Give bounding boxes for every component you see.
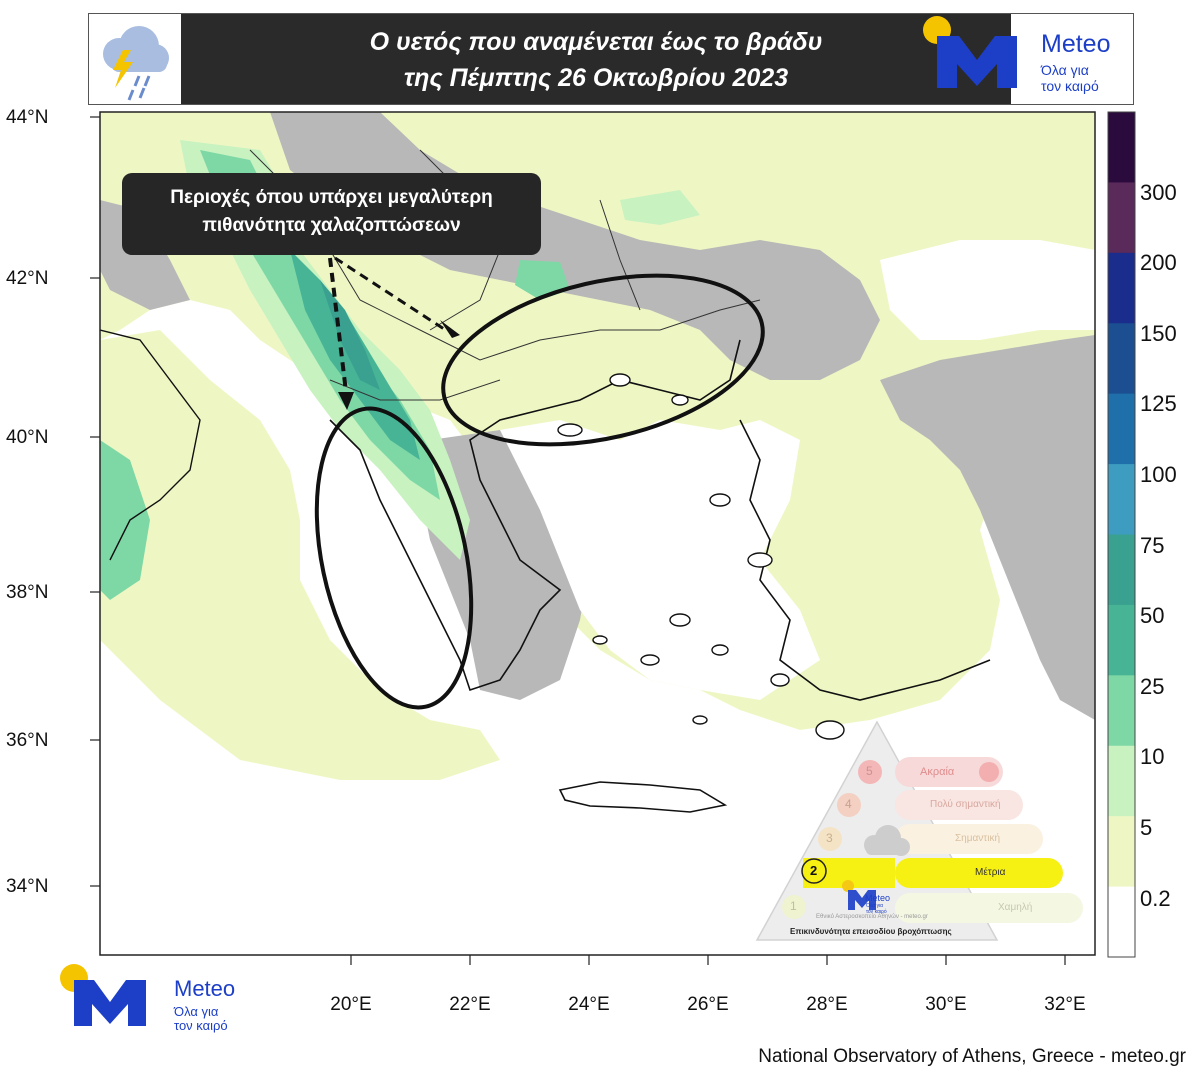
logo-tagline-top-1: Όλα για [1041,62,1089,78]
sea-light-rain [100,330,500,780]
title-line-2: της Πέμπτης 26 Οκτωβρίου 2023 [403,64,789,92]
risk-logo-tagline-1: Όλα για [866,903,884,909]
lon-label-20: 20°E [330,994,372,1015]
thunderstorm-rain-icon [89,14,181,104]
colorbar [1107,111,1136,958]
lon-label-24: 24°E [568,994,610,1015]
risk-level-1-bar [895,893,1083,923]
lat-label-38: 38°N [6,582,49,603]
risk-level-2-bar [895,858,1063,888]
risk-label-3: Σημαντική [955,833,1001,844]
credit-text: National Observatory of Athens, Greece -… [758,1046,1186,1067]
colorbar-label-75: 75 [1140,533,1165,558]
colorbar-swatch-5 [1108,464,1135,535]
colorbar-swatch-3 [1108,323,1135,395]
colorbar-label-200: 200 [1140,250,1177,275]
colorbar-swatch-4 [1108,393,1135,465]
lon-label-28: 28°E [806,994,848,1015]
colorbar-label-5: 5 [1140,815,1153,840]
coastline-italy [100,329,201,561]
colorbar-swatch-9 [1108,745,1135,817]
lat-label-42: 42°N [6,268,49,289]
title-line-1: Ο υετός που αναμένεται έως το βράδυ [369,28,823,56]
risk-caption: Επικινδυνότητα επεισοδίου βροχόπτωσης [790,927,952,936]
rain-spot-north [620,190,700,225]
black-sea [880,240,1095,340]
lat-label-44: 44°N [6,107,49,128]
hail-callout-box: Περιοχές όπου υπάρχει μεγαλύτερη πιθανότ… [122,173,541,255]
risk-level-3-bar [895,824,1043,854]
risk-logo-tagline-2: τον καιρό [866,909,887,915]
callout-arrows [328,256,460,410]
logo-tagline-bottom-1: Όλα για [174,1004,219,1019]
colorbar-swatch-2 [1108,252,1135,324]
risk-label-1: Χαμηλή [998,902,1033,913]
header-banner: Ο υετός που αναμένεται έως το βράδυ της … [88,13,1134,105]
coastline-turkey [739,419,991,701]
risk-num-4: 4 [845,797,852,811]
risk-num-5: 5 [866,764,873,778]
lat-label-40: 40°N [6,427,49,448]
logo-name-top: Meteo [1041,30,1111,58]
lon-label-32: 32°E [1044,994,1086,1015]
risk-label-4: Πολύ σημαντική [930,799,1001,810]
colorbar-label-150: 150 [1140,321,1177,346]
header-title: Ο υετός που αναμένεται έως το βράδυ της … [181,14,1011,104]
lon-label-26: 26°E [687,994,729,1015]
hail-area-west-ellipse [314,406,474,710]
warning-icon [979,762,999,782]
meteo-logo-bottom: Meteo Όλα για τον καιρό [56,962,256,1033]
risk-num-1: 1 [790,899,797,913]
logo-tagline-top-2: τον καιρό [1041,78,1099,94]
aegean-islands [557,373,845,740]
risk-num-3: 3 [826,831,833,845]
lat-label-34: 34°N [6,876,49,897]
colorbar-swatch-0 [1108,112,1135,183]
lat-label-36: 36°N [6,730,49,751]
colorbar-label-0-2: 0.2 [1140,886,1171,911]
colorbar-swatch-11 [1108,886,1135,958]
rain-cloud-icon [864,825,910,856]
lon-label-30: 30°E [925,994,967,1015]
risk-small-text: Εθνικό Αστεροσκοπείο Αθηνών - meteo.gr [816,914,928,920]
risk-logo-name: Meteo [865,893,891,903]
risk-level-4-bar [895,790,1023,820]
colorbar-label-50: 50 [1140,603,1165,628]
coastline-crete [558,781,728,813]
callout-line-2: πιθανότητα χαλαζοπτώσεων [202,215,461,236]
hail-area-north-ellipse [441,273,765,447]
colorbar-label-125: 125 [1140,391,1177,416]
land-dry-anatolia [880,335,1095,720]
risk-level-5-bar [895,757,1003,787]
colorbar-swatch-8 [1108,675,1135,747]
risk-label-5: Ακραία [920,766,955,778]
axis-ticks [90,116,1066,965]
colorbar-label-100: 100 [1140,462,1177,487]
risk-label-2: Μέτρια [975,867,1006,878]
rain-spot-italy [100,440,150,600]
small-meteo-logo-icon [842,880,876,910]
colorbar-label-300: 300 [1140,180,1177,205]
logo-name-bottom: Meteo [174,976,236,1001]
map-frame [99,111,1096,956]
callout-line-1: Περιοχές όπου υπάρχει μεγαλύτερη [170,187,493,208]
lon-label-22: 22°E [449,994,491,1015]
colorbar-label-25: 25 [1140,674,1165,699]
meteo-logo-top: Meteo Όλα για τον καιρό [921,14,1133,104]
logo-tagline-bottom-2: τον καιρό [174,1018,228,1033]
colorbar-swatch-6 [1108,534,1135,606]
meteo-logo-icon [923,16,1017,88]
rain-spot-bulgaria [515,260,570,300]
colorbar-swatch-7 [1108,604,1135,676]
meteo-logo-bottom-icon [60,964,146,1026]
aegean-sea [500,420,820,700]
risk-num-2: 2 [810,863,818,878]
colorbar-label-10: 10 [1140,744,1165,769]
colorbar-swatch-1 [1108,182,1135,254]
risk-pyramid [755,720,1083,941]
colorbar-swatch-10 [1108,816,1135,888]
colorbar-frame [1107,111,1136,958]
